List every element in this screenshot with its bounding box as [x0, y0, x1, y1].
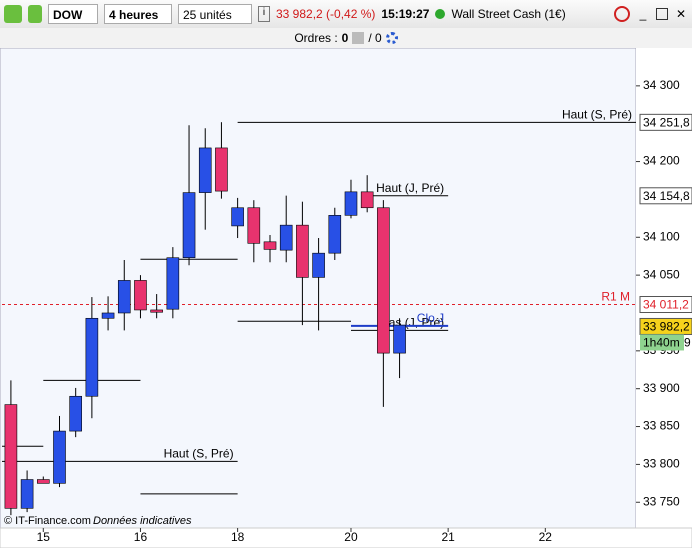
period-select[interactable]: 4 heures [104, 4, 172, 24]
x-tick-label: 18 [231, 530, 245, 544]
plot-area [0, 48, 637, 529]
y-tick-label: 33 800 [643, 457, 680, 471]
y-tick-label: 34 100 [643, 229, 680, 243]
close-button[interactable]: ✕ [675, 7, 687, 21]
candle-body [20, 479, 34, 509]
candle-body [360, 191, 374, 209]
candle-body [312, 252, 325, 278]
refresh-icon[interactable] [614, 6, 630, 22]
symbol-select[interactable]: DOW [48, 4, 98, 24]
price-tag [639, 187, 692, 205]
candle-body [215, 147, 228, 192]
status-dot [435, 9, 446, 19]
candle-body [247, 207, 261, 244]
x-tick-label: 22 [539, 530, 553, 544]
level-label: R1 M [601, 290, 630, 304]
candle-body [344, 191, 358, 216]
candle-body [69, 395, 82, 432]
instrument: Wall Street Cash (1€) [451, 7, 566, 21]
settings-icon[interactable] [385, 32, 398, 44]
candle-body [134, 280, 147, 311]
toolbar: DOW 4 heures 25 unités i 33 982,2 (-0,42… [0, 0, 692, 29]
candle-body [296, 224, 309, 278]
x-tick-label: 20 [344, 530, 358, 544]
maximize-button[interactable] [656, 8, 668, 20]
x-axis-area [0, 527, 692, 548]
candle-body [263, 241, 277, 250]
candle-body [53, 430, 66, 484]
candle-body [36, 479, 50, 484]
candle-body [85, 317, 99, 397]
candle-body [279, 224, 293, 251]
x-tick-label: 21 [441, 530, 455, 544]
x-tick-label: 15 [37, 530, 51, 544]
orders-bar: Ordres : 0 / 0 [0, 28, 692, 49]
candle-body [166, 257, 180, 310]
price-tag-label: 34 011,2 [643, 298, 689, 312]
info-icon[interactable]: i [258, 6, 270, 22]
x-tick-label: 16 [134, 530, 148, 544]
candle-body [182, 192, 196, 259]
candle-body [377, 207, 390, 354]
y-tick-label: 34 200 [643, 154, 680, 168]
orders-label: Ordres : [294, 31, 338, 45]
time: 15:19:27 [381, 7, 430, 21]
candle-body [4, 404, 18, 509]
chart: © IT-Finance.com Données indicatives 34 … [0, 48, 692, 548]
price-tag [639, 296, 692, 314]
level-label: Haut (S, Pré) [562, 108, 632, 122]
quote: 33 982,2 (-0,42 %) [276, 7, 376, 21]
icon-green[interactable] [28, 5, 42, 23]
y-tick-label: 33 750 [643, 494, 680, 508]
level-label: Haut (S, Pré) [164, 447, 234, 461]
y-tick-label: 34 300 [643, 78, 680, 92]
price-tag [639, 113, 692, 131]
price-tag-label: 34 154,8 [643, 189, 690, 203]
units-select[interactable]: 25 unités [178, 4, 252, 24]
candle-body [150, 309, 163, 313]
candle-body [198, 147, 212, 193]
countdown-tag [640, 334, 684, 351]
countdown-label: 1h40m [643, 336, 680, 350]
candle-body [231, 207, 244, 227]
y-tick-label: 33 850 [643, 419, 680, 433]
orders-total: / 0 [368, 31, 382, 45]
orders-count: 0 [341, 31, 349, 45]
candle-body [328, 215, 342, 254]
icon-green[interactable] [4, 5, 22, 23]
minimize-button[interactable]: _ [639, 7, 647, 21]
copyright: © IT-Finance.com [4, 515, 91, 527]
price-tag-label: 34 251,8 [643, 116, 690, 130]
level-label: Clo J [417, 311, 444, 325]
level-label: Haut (J, Pré) [376, 181, 444, 195]
candle-body [393, 324, 406, 354]
note: Données indicatives [93, 515, 192, 527]
candle-body [101, 312, 115, 319]
orders-icon[interactable] [352, 32, 365, 44]
price-tag-label: 33 982,2 [643, 320, 690, 334]
countdown-suffix: 9 [684, 336, 691, 350]
y-tick-label: 34 050 [643, 267, 680, 281]
candle-body [117, 280, 131, 314]
y-tick-label: 33 900 [643, 381, 680, 395]
